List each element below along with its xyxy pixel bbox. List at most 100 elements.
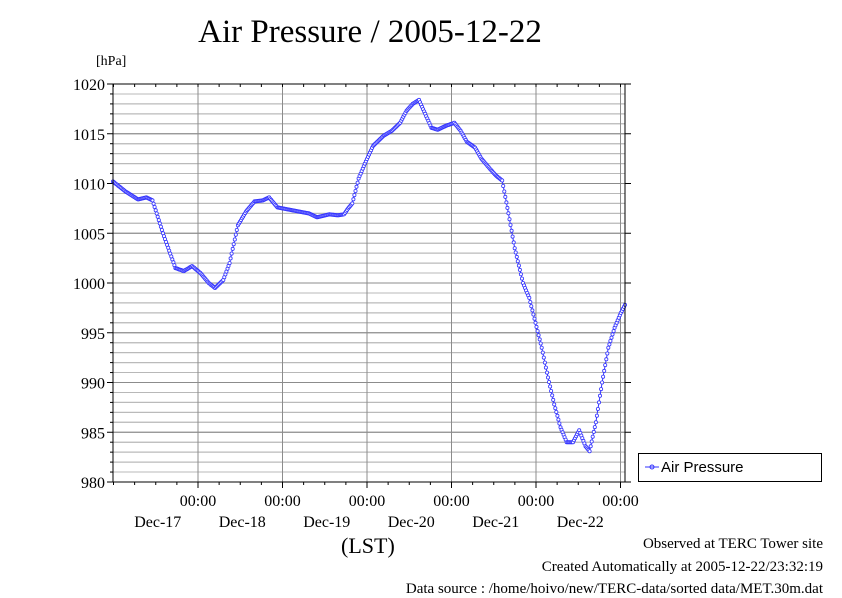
data-point [606,345,611,350]
data-point [159,227,164,232]
data-point [158,224,163,229]
data-point [594,413,599,418]
y-axis-unit: [hPa] [96,54,127,69]
data-point [595,406,600,411]
y-tick-label: 1010 [73,177,105,194]
data-point [547,379,552,384]
x-tick-date: Dec-22 [557,514,604,531]
data-point [601,374,606,379]
data-point [537,337,542,342]
x-axis-unit: (LST) [341,533,395,558]
data-point [602,368,607,373]
data-point [599,387,604,392]
data-point [590,434,595,439]
x-tick-date: Dec-21 [472,514,519,531]
data-point [592,425,597,430]
data-point [508,222,513,227]
data-point [153,208,158,213]
data-point [551,397,556,402]
data-point [355,180,360,185]
data-point [611,329,616,334]
data-point [512,246,517,251]
x-tick-date: Dec-17 [134,514,181,531]
y-tick-label: 995 [81,326,105,343]
y-tick-label: 980 [81,475,105,492]
legend: Air Pressure [638,453,822,482]
y-tick-label: 1020 [73,77,105,94]
data-point [506,211,511,216]
data-point [227,261,232,266]
data-point [527,295,532,300]
data-point [517,267,522,272]
data-point [532,316,537,321]
data-point [233,232,238,237]
x-tick-time: 00:00 [518,493,554,510]
data-point [555,413,560,418]
data-point [504,200,509,205]
y-tick-label: 990 [81,376,105,393]
data-point [529,304,534,309]
legend-swatch [645,464,659,470]
footer-site: Observed at TERC Tower site [642,536,823,552]
x-tick-time: 00:00 [180,493,216,510]
data-point [530,308,535,313]
data-point [155,214,160,219]
data-point [518,272,523,277]
data-point [516,263,521,268]
data-point [514,254,519,259]
x-tick-date: Dec-19 [303,514,350,531]
data-point [234,227,239,232]
x-tick-date: Dec-20 [388,514,435,531]
data-point [507,217,512,222]
data-point [353,188,358,193]
data-point [607,342,612,347]
data-point [538,341,543,346]
data-point [540,350,545,355]
data-point [511,240,516,245]
data-point [608,338,613,343]
data-point [352,193,357,198]
data-point [541,355,546,360]
data-point [150,198,155,203]
data-point [536,333,541,338]
data-point [509,228,514,233]
data-point [500,178,505,183]
data-point [593,420,598,425]
data-point [534,324,539,329]
y-tick-label: 1005 [73,226,105,243]
data-point [542,360,547,365]
x-tick-time: 00:00 [602,493,638,510]
legend-label: Air Pressure [661,459,744,476]
data-point [549,388,554,393]
data-point [554,409,559,414]
data-point [503,194,508,199]
data-point [230,246,235,251]
data-point [610,332,615,337]
data-point [557,421,562,426]
data-point [531,312,536,317]
data-point [229,251,234,256]
data-point [351,197,356,202]
data-point [545,370,550,375]
y-tick-label: 1015 [73,127,105,144]
data-point [231,242,236,247]
data-point [543,365,548,370]
data-point [533,320,538,325]
data-point [151,201,156,206]
data-point [513,250,518,255]
data-point [157,221,162,226]
data-point [520,276,525,281]
data-point [553,406,558,411]
data-point [535,329,540,334]
tick-layer [107,83,631,488]
data-point [354,184,359,189]
data-point [350,201,355,206]
grid-layer [113,84,625,482]
x-tick-time: 00:00 [433,493,469,510]
data-point [505,205,510,210]
data-point [502,189,507,194]
data-point [546,375,551,380]
x-tick-time: 00:00 [264,493,300,510]
data-point [548,384,553,389]
data-point [598,393,603,398]
